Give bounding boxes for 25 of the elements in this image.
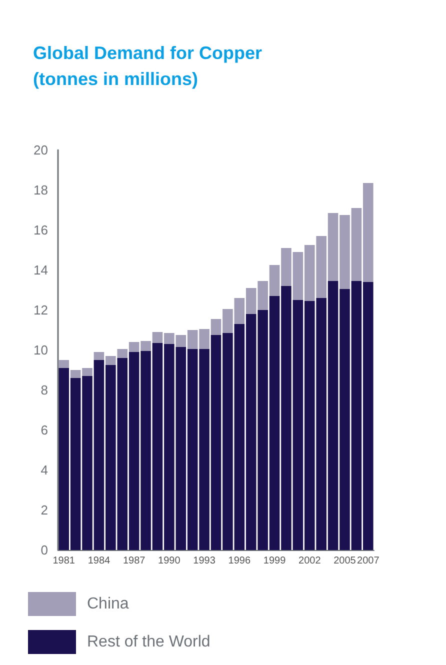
x-tick-label: 1993	[193, 556, 216, 566]
y-tick-label: 20	[34, 142, 48, 158]
x-tick-label: 1984	[88, 556, 111, 566]
y-tick-label: 16	[34, 222, 48, 238]
x-tick-label: 1981	[52, 556, 76, 566]
y-tick-label: 14	[34, 262, 48, 278]
chart-title: Global Demand for Copper (tonnes in millions)	[33, 43, 262, 89]
x-tick-label: 1987	[122, 556, 146, 566]
x-tick-label: 1999	[263, 556, 286, 566]
legend-label: China	[87, 596, 129, 612]
y-tick-label: 8	[40, 382, 48, 398]
y-tick-label: 18	[34, 182, 48, 198]
x-tick-label: 2007	[357, 556, 380, 566]
y-tick-label: 4	[40, 462, 48, 478]
x-tick-label: 2005	[334, 556, 356, 566]
y-tick-label: 6	[40, 422, 48, 438]
x-tick-label: 2002	[298, 556, 322, 566]
y-tick-label: 2	[40, 502, 48, 518]
x-tick-label: 1996	[228, 556, 251, 566]
bar	[58, 360, 69, 368]
y-tick-label: 0	[40, 542, 48, 558]
x-tick-label: 1990	[158, 556, 181, 566]
y-tick-label: 10	[34, 342, 48, 358]
y-tick-label: 12	[34, 302, 48, 318]
legend-label: Rest of the World	[87, 634, 210, 650]
